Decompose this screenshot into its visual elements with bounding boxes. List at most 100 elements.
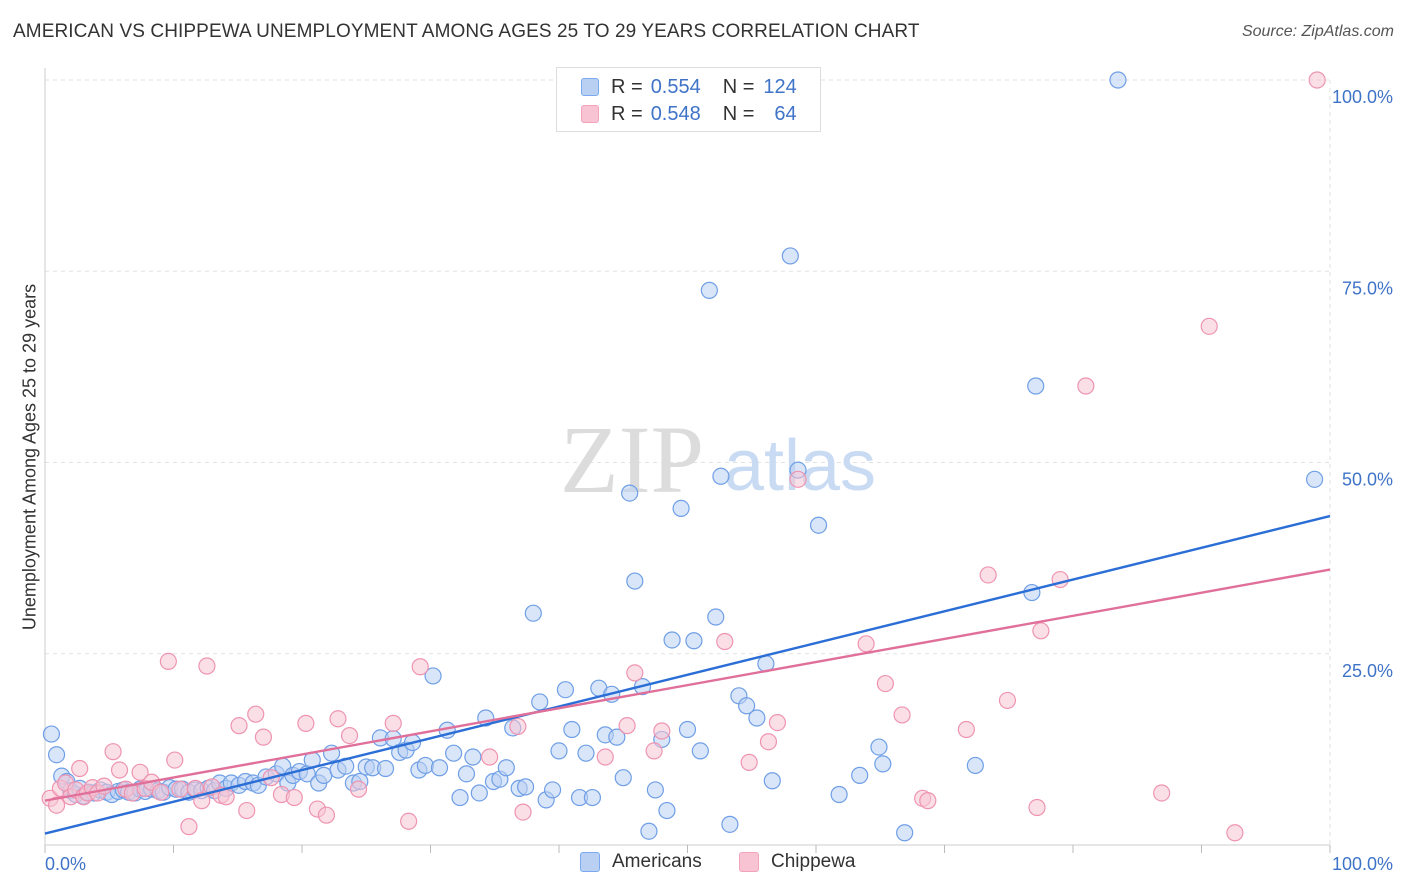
data-point-americans	[1109, 71, 1127, 89]
data-point-chippewa	[768, 713, 787, 732]
data-point-chippewa	[626, 664, 644, 682]
x-tick-label: 100.0%	[1332, 854, 1393, 874]
data-point-chippewa	[481, 748, 499, 766]
data-point-chippewa	[740, 753, 758, 771]
trend-line-americans	[44, 514, 1331, 835]
data-point-americans	[700, 281, 718, 299]
data-point-chippewa	[297, 714, 315, 732]
data-point-chippewa	[285, 788, 303, 807]
data-point-chippewa	[893, 706, 911, 724]
data-point-chippewa	[509, 717, 527, 736]
data-point-americans	[640, 822, 658, 840]
data-point-chippewa	[254, 728, 273, 746]
data-point-chippewa	[957, 720, 975, 739]
watermark: ZIP atlas	[560, 406, 876, 513]
data-point-chippewa	[857, 635, 875, 653]
data-point-americans	[614, 769, 632, 787]
data-point-americans	[672, 499, 690, 517]
data-point-americans	[1305, 470, 1324, 488]
data-point-americans	[1027, 377, 1045, 395]
n-label: N =	[722, 102, 755, 125]
data-point-americans	[550, 742, 568, 760]
data-point-chippewa	[1226, 824, 1244, 842]
data-point-americans	[42, 725, 61, 743]
data-point-americans	[543, 781, 562, 799]
data-point-chippewa	[198, 657, 216, 675]
data-point-americans	[497, 759, 515, 777]
data-point-chippewa	[71, 759, 89, 778]
data-point-americans	[658, 801, 676, 820]
data-point-chippewa	[329, 710, 347, 728]
data-point-chippewa	[238, 801, 256, 820]
chart-title: AMERICAN VS CHIPPEWA UNEMPLOYMENT AMONG …	[13, 21, 920, 42]
data-point-americans	[966, 756, 984, 775]
n-label: N =	[722, 75, 755, 98]
legend-item-chippewa[interactable]: Chippewa	[739, 851, 856, 873]
data-point-chippewa	[166, 751, 184, 769]
data-point-chippewa	[596, 748, 614, 766]
data-point-chippewa	[876, 674, 894, 693]
data-point-chippewa	[998, 691, 1017, 710]
data-point-chippewa	[1028, 798, 1046, 817]
data-point-americans	[626, 572, 644, 590]
chippewa-swatch	[581, 105, 599, 123]
data-point-chippewa	[1200, 317, 1218, 335]
data-point-americans	[896, 824, 914, 842]
data-point-americans	[1023, 583, 1041, 602]
data-point-americans	[556, 681, 575, 699]
data-point-americans	[691, 742, 709, 760]
data-point-chippewa	[180, 818, 198, 836]
data-point-americans	[524, 604, 542, 622]
y-tick-label: 50.0%	[1342, 470, 1393, 490]
data-point-chippewa	[384, 714, 402, 732]
data-point-chippewa	[979, 566, 997, 584]
legend-label-chippewa: Chippewa	[771, 851, 856, 872]
correlation-box: R = 0.554 N = 124 R = 0.548 N = 64	[556, 67, 821, 132]
y-axis-label: Unemployment Among Ages 25 to 29 years	[19, 283, 40, 631]
data-point-americans	[464, 748, 482, 766]
x-tick-label: 0.0%	[45, 854, 86, 874]
data-point-chippewa	[349, 780, 368, 798]
data-point-americans	[531, 693, 549, 711]
n-value: 64	[774, 102, 797, 125]
data-point-americans	[577, 744, 595, 762]
r-value: 0.548	[650, 102, 701, 125]
data-point-chippewa	[1153, 784, 1171, 802]
data-point-americans	[457, 765, 476, 783]
data-point-americans	[712, 467, 730, 485]
data-point-americans	[424, 667, 442, 685]
data-point-americans	[470, 784, 488, 802]
data-point-chippewa	[131, 763, 149, 781]
data-point-chippewa	[919, 792, 937, 810]
data-point-americans	[621, 484, 639, 502]
y-tick-label: 75.0%	[1342, 278, 1393, 298]
data-point-chippewa	[110, 761, 129, 779]
data-point-chippewa	[230, 717, 248, 735]
data-point-americans	[738, 697, 756, 715]
correlation-row-chippewa: R = 0.548 N = 64	[581, 101, 797, 127]
data-point-americans	[416, 756, 434, 775]
data-point-americans	[563, 720, 581, 739]
y-tick-label: 25.0%	[1342, 661, 1393, 681]
data-point-chippewa	[1308, 71, 1326, 89]
data-point-chippewa	[618, 717, 636, 735]
legend-item-americans[interactable]: Americans	[580, 851, 702, 873]
data-point-americans	[646, 781, 664, 799]
y-tick-label: 100.0%	[1332, 87, 1393, 107]
data-point-chippewa	[716, 632, 734, 651]
data-point-chippewa	[400, 812, 418, 830]
data-point-americans	[445, 744, 463, 762]
data-point-americans	[707, 608, 725, 626]
data-point-chippewa	[47, 796, 66, 814]
data-point-americans	[583, 788, 602, 807]
trend-line-chippewa	[44, 568, 1331, 802]
legend-label-americans: Americans	[612, 851, 702, 872]
data-point-americans	[663, 631, 681, 649]
americans-swatch	[581, 78, 599, 96]
data-point-chippewa	[653, 722, 671, 740]
data-point-chippewa	[159, 652, 177, 671]
data-point-americans	[874, 755, 892, 773]
data-point-chippewa	[1077, 377, 1095, 395]
data-point-chippewa	[247, 705, 265, 723]
